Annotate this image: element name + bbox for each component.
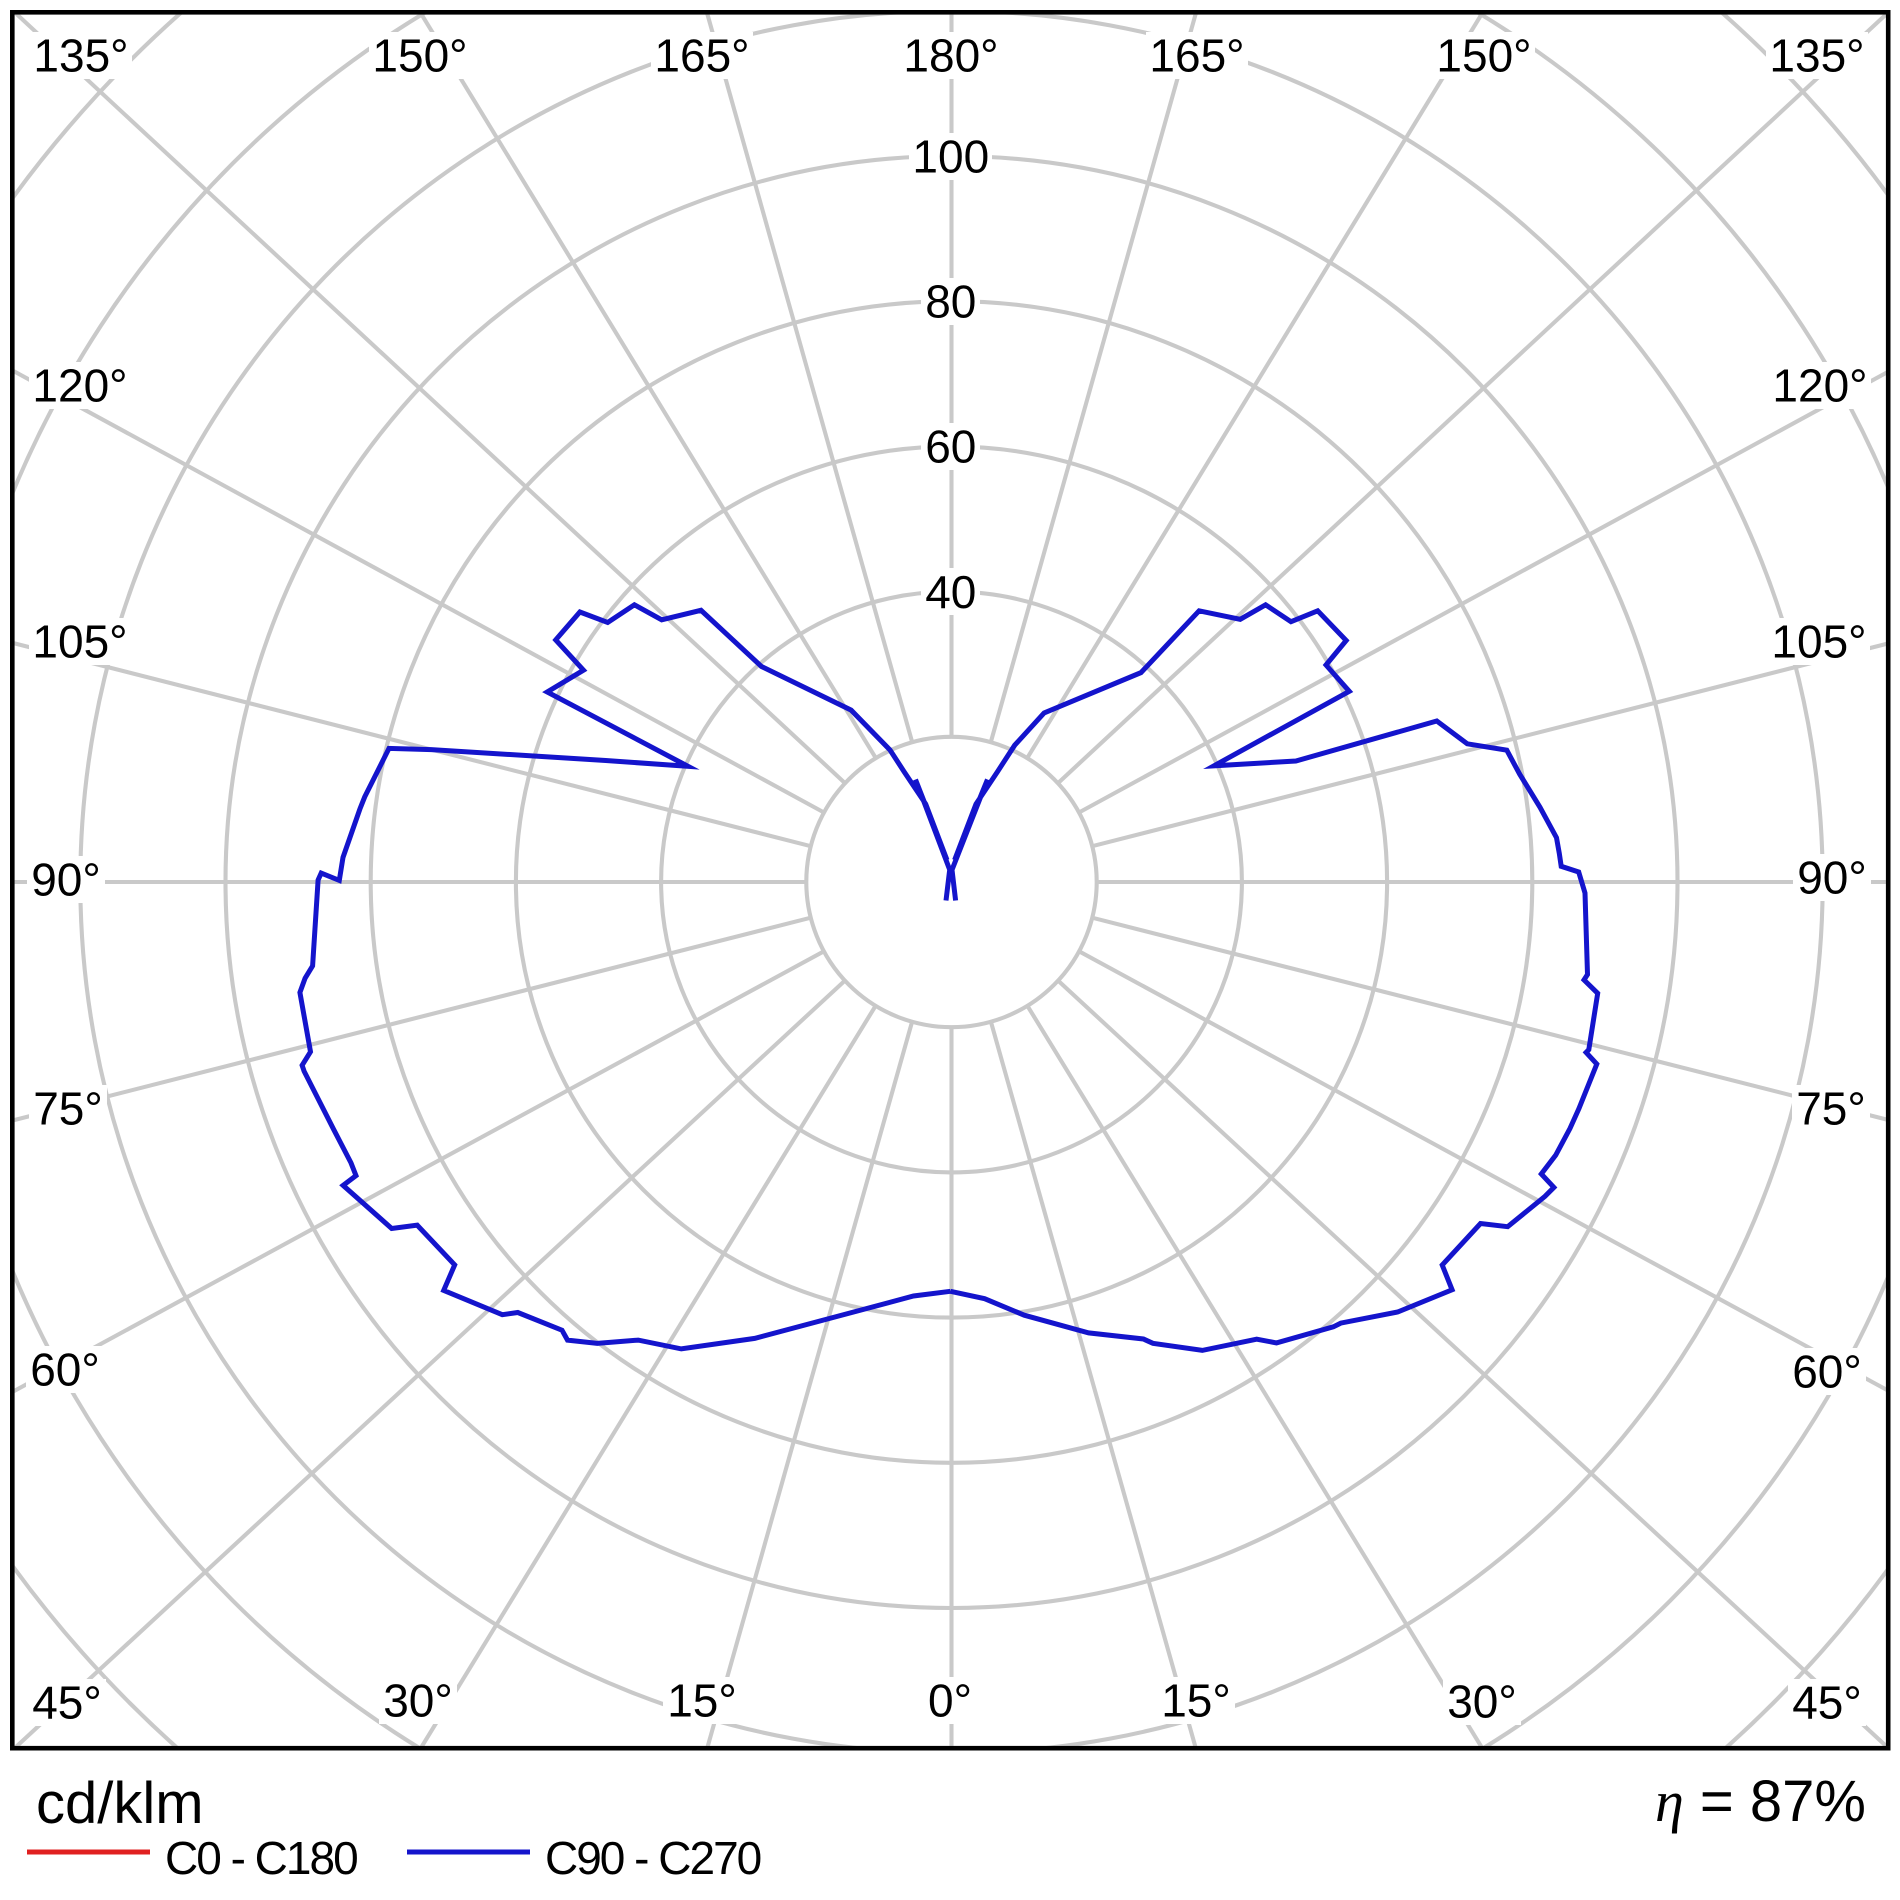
svg-text:η = 87%: η = 87% <box>1655 1769 1866 1834</box>
svg-text:165°: 165° <box>1149 29 1244 81</box>
svg-text:30°: 30° <box>383 1674 453 1726</box>
svg-text:150°: 150° <box>1436 29 1531 81</box>
svg-text:165°: 165° <box>654 29 749 81</box>
svg-text:60: 60 <box>925 421 976 473</box>
svg-text:100: 100 <box>912 130 989 182</box>
svg-text:45°: 45° <box>32 1676 102 1728</box>
svg-text:45°: 45° <box>1792 1676 1862 1728</box>
svg-text:0°: 0° <box>928 1674 972 1726</box>
svg-text:180°: 180° <box>903 29 998 81</box>
svg-text:120°: 120° <box>1772 359 1867 411</box>
svg-text:15°: 15° <box>667 1674 737 1726</box>
svg-text:135°: 135° <box>33 29 128 81</box>
svg-text:C90 - C270: C90 - C270 <box>545 1832 761 1884</box>
svg-text:60°: 60° <box>1792 1345 1862 1397</box>
svg-text:75°: 75° <box>33 1082 103 1134</box>
svg-text:90°: 90° <box>1797 851 1867 903</box>
svg-text:75°: 75° <box>1796 1082 1866 1134</box>
svg-text:cd/klm: cd/klm <box>36 1771 204 1836</box>
svg-text:80: 80 <box>925 276 976 328</box>
svg-text:40: 40 <box>925 566 976 618</box>
svg-text:105°: 105° <box>1771 615 1866 667</box>
svg-text:150°: 150° <box>372 29 467 81</box>
svg-text:105°: 105° <box>32 615 127 667</box>
svg-text:C0 - C180: C0 - C180 <box>165 1832 357 1884</box>
svg-text:30°: 30° <box>1447 1675 1517 1727</box>
svg-text:15°: 15° <box>1161 1674 1231 1726</box>
svg-text:60°: 60° <box>30 1343 100 1395</box>
svg-text:90°: 90° <box>31 853 101 905</box>
svg-text:120°: 120° <box>32 359 127 411</box>
svg-text:135°: 135° <box>1769 29 1864 81</box>
